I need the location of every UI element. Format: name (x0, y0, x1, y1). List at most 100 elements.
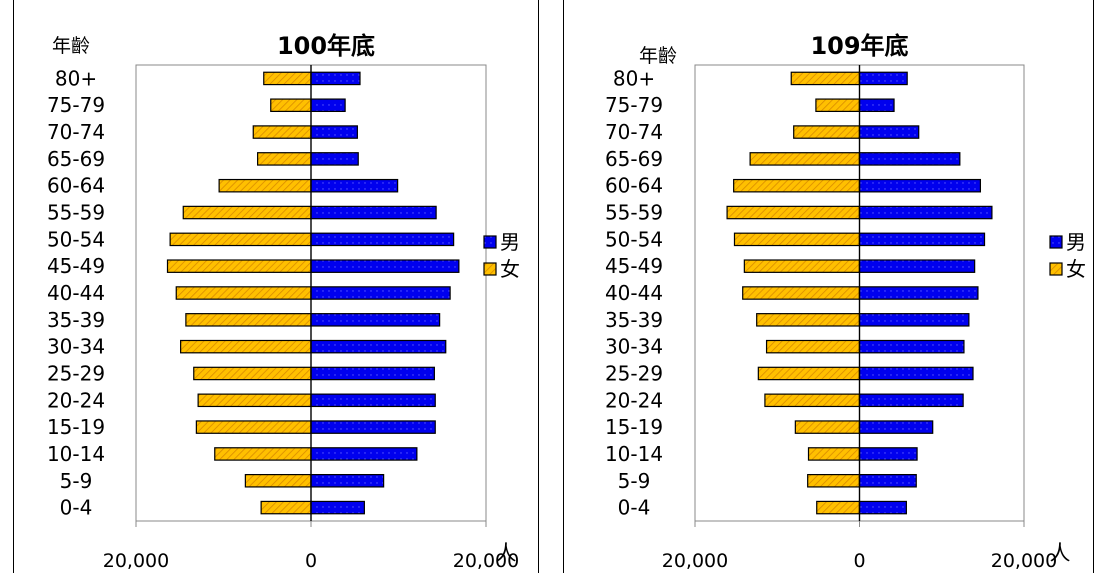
category-label: 55-59 (605, 201, 663, 225)
category-label: 60-64 (47, 174, 105, 198)
bar-female-25-29 (757, 366, 861, 381)
bar-male-60-64 (310, 178, 399, 193)
x-tick-label: 20,000 (103, 550, 169, 572)
bar-female-20-24 (197, 393, 312, 408)
bar-male-50-54 (858, 232, 986, 247)
legend-label: 女 (500, 257, 520, 281)
category-label: 5-9 (618, 469, 651, 493)
legend-swatch (1049, 262, 1063, 276)
x-axis-unit-label: 人 (496, 541, 517, 565)
bar-female-40-44 (175, 286, 312, 300)
legend-swatch (1049, 235, 1063, 249)
bar-male-65-69 (310, 152, 359, 166)
category-label: 0-4 (618, 496, 651, 520)
category-label: 50-54 (605, 227, 663, 251)
bar-male-10-14 (310, 447, 418, 461)
x-tick-label: 20,000 (453, 550, 519, 572)
bar-female-20-24 (764, 393, 861, 408)
bar-female-10-14 (214, 447, 312, 461)
bar-male-55-59 (310, 205, 437, 220)
chart-panel-left: 100年底 年齡 80+ 75-79 70-74 65-69 60-64 55-59 50-54… (13, 0, 539, 573)
category-label: 55-59 (47, 201, 105, 225)
bar-male-15-19 (858, 420, 934, 434)
bar-female-70-74 (793, 125, 861, 139)
bar-male-45-49 (858, 259, 976, 273)
bar-female-30-34 (765, 339, 861, 354)
x-axis-unit-label: 人 (1050, 541, 1071, 565)
bar-male-40-44 (310, 286, 451, 300)
x-tick-label: 0 (853, 550, 865, 572)
bar-female-55-59 (726, 205, 861, 220)
category-label: 80+ (613, 66, 655, 90)
bar-female-50-54 (169, 232, 312, 247)
y-axis-label: 年齡 (639, 45, 677, 67)
bar-male-20-24 (858, 393, 964, 408)
bar-male-15-19 (310, 420, 436, 434)
category-label: 20-24 (605, 388, 663, 412)
bar-female-50-54 (733, 232, 861, 247)
bar-female-5-9 (807, 473, 861, 488)
bar-female-45-49 (743, 259, 861, 273)
category-label: 10-14 (47, 442, 105, 466)
legend-label: 男 (500, 230, 520, 254)
bar-male-80+ (310, 71, 361, 86)
bar-male-30-34 (310, 339, 447, 354)
bar-male-75-79 (310, 98, 346, 113)
bar-female-25-29 (193, 366, 312, 381)
bar-male-20-24 (310, 393, 436, 408)
category-label: 0-4 (60, 496, 93, 520)
category-label: 45-49 (47, 254, 105, 278)
bar-male-0-4 (310, 500, 365, 515)
chart-panel-right: 109年底 年齡 80+ 75-79 70-74 65-69 60-64 55-59 50-54… (563, 0, 1094, 573)
bar-female-70-74 (252, 125, 312, 139)
bar-female-40-44 (742, 286, 861, 300)
category-label: 25-29 (605, 361, 663, 385)
bar-female-75-79 (270, 98, 312, 113)
bar-female-15-19 (195, 420, 312, 434)
chart-title: 109年底 (810, 32, 908, 60)
category-label: 65-69 (605, 147, 663, 171)
category-label: 80+ (55, 66, 97, 90)
legend-swatch (483, 235, 497, 249)
category-label: 15-19 (47, 415, 105, 439)
bar-male-45-49 (310, 259, 460, 273)
bar-female-80+ (263, 71, 312, 86)
category-label: 30-34 (47, 335, 105, 359)
category-label: 20-24 (47, 388, 105, 412)
bar-female-55-59 (182, 205, 312, 220)
pyramid-chart-100: 100年底 年齡 80+ 75-79 70-74 65-69 60-64 55-5950-54… (47, 32, 520, 572)
category-label: 40-44 (605, 281, 663, 305)
category-label: 5-9 (60, 469, 93, 493)
x-tick-label: 20,000 (991, 550, 1057, 572)
bar-male-25-29 (310, 366, 435, 381)
bar-female-45-49 (166, 259, 312, 273)
chart-title: 100年底 (277, 32, 375, 60)
legend-swatch (483, 262, 497, 276)
category-label: 30-34 (605, 335, 663, 359)
bar-male-50-54 (310, 232, 455, 247)
bar-male-65-69 (858, 152, 961, 166)
category-label: 45-49 (605, 254, 663, 278)
category-label: 25-29 (47, 361, 105, 385)
bar-female-30-34 (180, 339, 312, 354)
bar-female-75-79 (815, 98, 861, 113)
x-tick-label: 20,000 (662, 550, 728, 572)
category-label: 35-39 (605, 308, 663, 332)
bar-female-5-9 (244, 473, 312, 488)
bar-male-30-34 (858, 339, 965, 354)
category-label: 70-74 (47, 120, 105, 144)
category-label: 40-44 (47, 281, 105, 305)
y-axis-label: 年齡 (52, 35, 90, 57)
bar-male-10-14 (858, 447, 918, 461)
category-label: 15-19 (605, 415, 663, 439)
bar-male-5-9 (310, 473, 385, 488)
x-tick-label: 0 (305, 550, 317, 572)
bar-female-0-4 (260, 500, 312, 515)
bar-female-65-69 (257, 152, 312, 166)
category-label: 75-79 (47, 93, 105, 117)
legend-label: 女 (1066, 257, 1086, 281)
bar-male-60-64 (858, 178, 982, 193)
bar-male-35-39 (310, 313, 441, 327)
category-label: 75-79 (605, 93, 663, 117)
